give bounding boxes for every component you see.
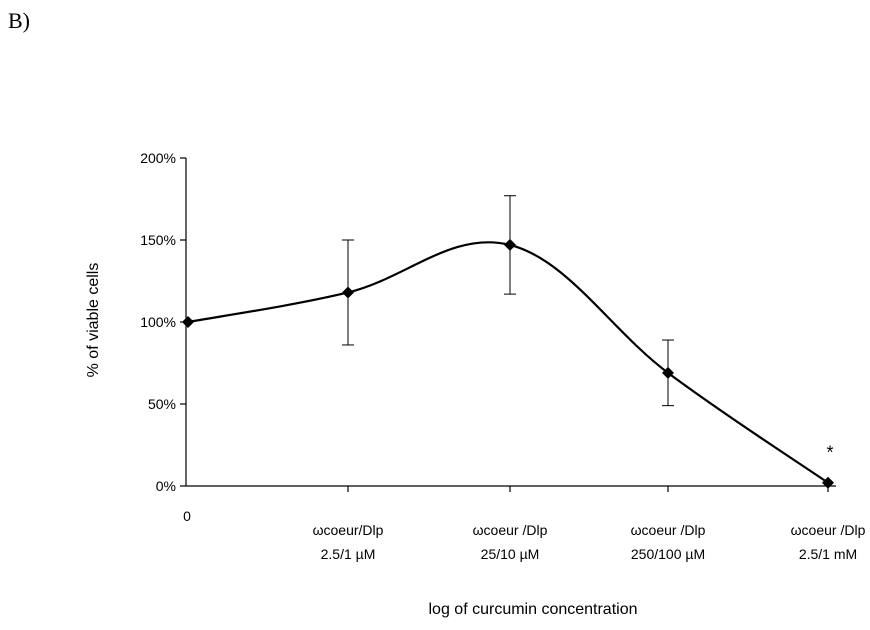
x-axis-title: log of curcumin concentration xyxy=(429,601,638,618)
y-axis-title: % of viable cells xyxy=(85,263,102,378)
x-tick-label: 2.5/1 µM xyxy=(321,546,376,562)
y-tick-label: 0% xyxy=(156,478,176,494)
series-line xyxy=(187,241,829,484)
panel-label: B) xyxy=(8,8,30,33)
error-bars xyxy=(342,195,674,407)
x-tick-label: 250/100 µM xyxy=(631,546,705,562)
x-tick-label: ωcoeur /Dlp xyxy=(631,522,706,538)
data-point-marker xyxy=(822,476,834,489)
x-tick-label: 25/10 µM xyxy=(481,546,540,562)
significance-marker: * xyxy=(826,443,833,463)
data-point-marker xyxy=(662,366,674,379)
x-tick-label: ωcoeur /Dlp xyxy=(791,522,866,538)
data-point-marker xyxy=(342,286,354,299)
y-tick-label: 200% xyxy=(140,150,176,166)
annotations: * xyxy=(826,443,833,463)
x-tick-label: ωcoeur /Dlp xyxy=(473,522,548,538)
x-tick-label: 2.5/1 mM xyxy=(799,546,857,562)
y-tick-label: 50% xyxy=(148,396,176,412)
y-ticks: 0% 50% 100% 150% 200% xyxy=(140,150,186,494)
data-point-marker xyxy=(504,238,516,251)
axes xyxy=(185,158,836,487)
y-tick-label: 100% xyxy=(140,314,176,330)
x-tick-label: 0 xyxy=(183,508,191,524)
x-tick-label: ωcoeur/Dlp xyxy=(313,522,384,538)
data-point-marker xyxy=(182,316,194,328)
x-ticks: 0 ωcoeur/Dlp 2.5/1 µM ωcoeur /Dlp 25/10 µM ωc… xyxy=(183,486,866,562)
series xyxy=(187,241,829,484)
data-points xyxy=(182,238,834,489)
y-tick-label: 150% xyxy=(140,232,176,248)
